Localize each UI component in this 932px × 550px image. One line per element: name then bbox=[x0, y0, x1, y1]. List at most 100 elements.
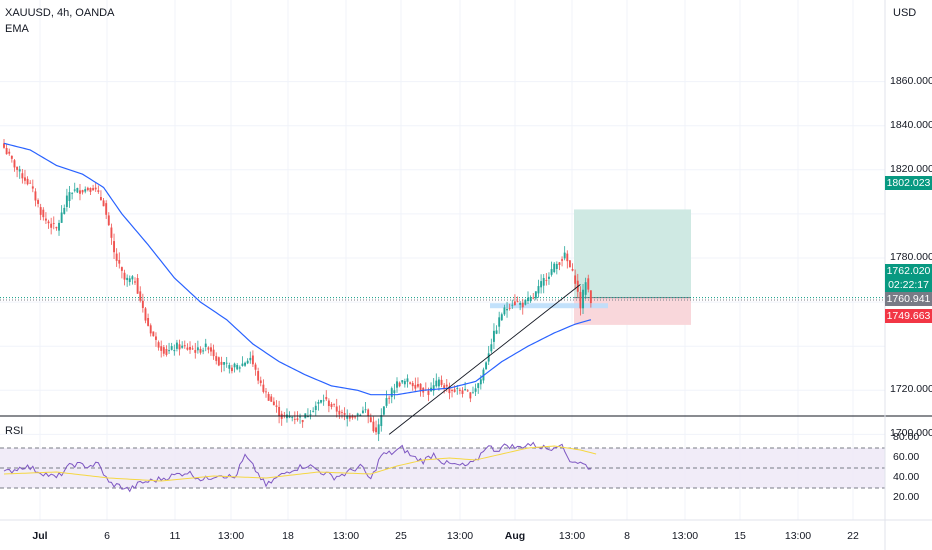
time-tick-label: 18 bbox=[282, 530, 294, 542]
candle bbox=[63, 204, 66, 215]
candle bbox=[466, 389, 469, 392]
candle bbox=[244, 361, 246, 367]
candle bbox=[293, 411, 296, 425]
rsi-tick-label: 80.00 bbox=[893, 431, 920, 443]
rsi-indicator-label[interactable]: RSI bbox=[5, 425, 24, 437]
candle bbox=[94, 181, 97, 192]
stop-zone bbox=[574, 297, 691, 325]
candle bbox=[5, 144, 8, 155]
candle bbox=[320, 399, 322, 404]
candle bbox=[37, 198, 40, 208]
currency-label: USD bbox=[893, 7, 917, 19]
time-tick-label: 13:00 bbox=[671, 530, 699, 542]
candle bbox=[97, 185, 100, 194]
candle bbox=[31, 179, 34, 193]
candle bbox=[21, 168, 24, 184]
candle bbox=[102, 198, 105, 207]
candle bbox=[511, 299, 514, 309]
rsi-ma-path bbox=[3, 445, 597, 482]
candle bbox=[128, 275, 131, 286]
candle bbox=[42, 207, 45, 221]
candle bbox=[120, 266, 123, 279]
candle bbox=[513, 294, 516, 306]
trendline[interactable] bbox=[388, 284, 581, 435]
time-tick-label: 22 bbox=[847, 530, 859, 542]
candle bbox=[388, 395, 391, 404]
candle bbox=[537, 279, 540, 298]
candle bbox=[396, 377, 398, 393]
candle bbox=[47, 219, 50, 229]
candle bbox=[34, 188, 37, 207]
candle bbox=[542, 274, 545, 294]
candle bbox=[246, 358, 249, 365]
candle bbox=[385, 390, 388, 408]
candle bbox=[325, 390, 328, 402]
candle bbox=[210, 343, 212, 356]
candle bbox=[262, 379, 265, 394]
candle bbox=[217, 356, 220, 367]
stop-price-badge: 1749.663 bbox=[885, 309, 932, 323]
candle bbox=[86, 186, 89, 192]
rsi-path bbox=[3, 441, 591, 493]
candle bbox=[155, 332, 157, 347]
candle bbox=[414, 377, 417, 392]
candle bbox=[440, 375, 443, 388]
candle bbox=[50, 217, 53, 235]
candle bbox=[346, 409, 349, 427]
price-tick-label: 1780.000 bbox=[890, 251, 932, 263]
ema-indicator-label[interactable]: EMA bbox=[5, 23, 29, 35]
candle bbox=[215, 352, 218, 365]
candle bbox=[189, 341, 191, 354]
candle bbox=[568, 260, 571, 268]
candle bbox=[322, 394, 325, 406]
candle bbox=[589, 290, 592, 308]
long-position-tool[interactable] bbox=[490, 209, 691, 325]
candle bbox=[369, 413, 372, 423]
candle bbox=[503, 304, 506, 316]
candle bbox=[550, 261, 553, 277]
candle bbox=[168, 342, 171, 355]
candle bbox=[254, 362, 257, 376]
candle bbox=[341, 409, 343, 419]
candle bbox=[472, 386, 474, 394]
candle bbox=[196, 340, 199, 354]
time-tick-label: 13:00 bbox=[332, 530, 360, 542]
candle bbox=[175, 339, 178, 352]
candle bbox=[521, 298, 524, 315]
candle bbox=[364, 401, 367, 413]
candle bbox=[330, 402, 333, 410]
candle bbox=[225, 356, 228, 368]
candle bbox=[162, 344, 165, 357]
candle bbox=[10, 155, 13, 163]
candle bbox=[451, 388, 453, 398]
candle bbox=[545, 273, 548, 286]
candle bbox=[71, 192, 74, 200]
candle bbox=[548, 272, 550, 285]
candle bbox=[477, 382, 480, 394]
candle bbox=[131, 275, 134, 285]
candle bbox=[241, 356, 244, 367]
ticker-title[interactable]: XAUUSD, 4h, OANDA bbox=[5, 7, 115, 19]
candle bbox=[335, 398, 338, 418]
time-tick-label: 13:00 bbox=[446, 530, 474, 542]
rsi-tick-label: 20.00 bbox=[893, 491, 920, 503]
candle bbox=[238, 365, 241, 373]
candle bbox=[417, 377, 419, 389]
candle bbox=[563, 246, 566, 261]
candle bbox=[152, 331, 155, 337]
candle bbox=[126, 274, 129, 287]
time-tick-label: 8 bbox=[624, 530, 630, 542]
target-zone bbox=[574, 209, 691, 298]
candle bbox=[105, 200, 108, 219]
candle bbox=[377, 418, 380, 442]
candle bbox=[141, 293, 144, 313]
candle bbox=[81, 189, 84, 195]
candle bbox=[202, 347, 205, 355]
candle bbox=[448, 382, 451, 400]
candle bbox=[312, 407, 315, 413]
candle bbox=[474, 383, 477, 396]
candle bbox=[380, 408, 383, 432]
candle bbox=[406, 374, 409, 388]
candle bbox=[259, 376, 262, 387]
